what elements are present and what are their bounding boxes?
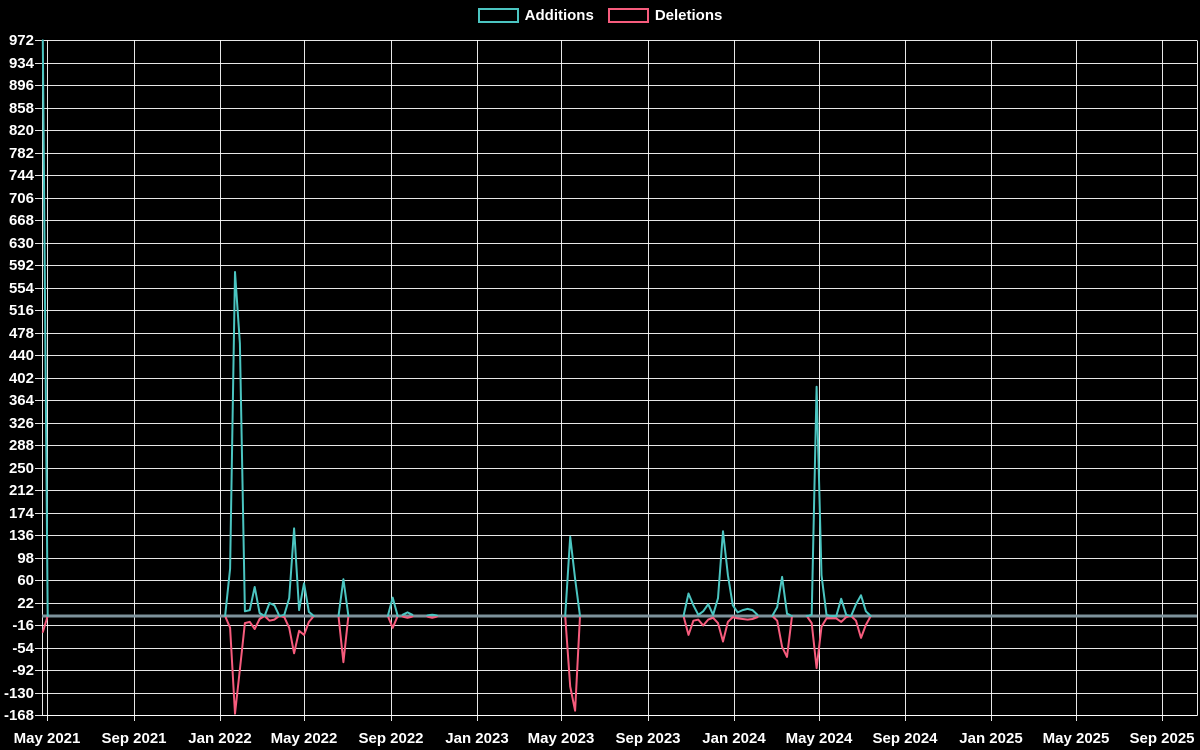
svg-text:212: 212 bbox=[9, 482, 34, 499]
svg-text:972: 972 bbox=[9, 32, 34, 49]
svg-text:22: 22 bbox=[17, 595, 34, 612]
svg-text:Sep 2025: Sep 2025 bbox=[1129, 730, 1194, 747]
svg-text:60: 60 bbox=[17, 572, 34, 589]
x-axis-labels: May 2021 Sep 2021 Jan 2022 May 2022 Sep 2022… bbox=[14, 730, 1195, 747]
svg-text:782: 782 bbox=[9, 145, 34, 162]
svg-text:-92: -92 bbox=[12, 662, 34, 679]
svg-text:Sep 2024: Sep 2024 bbox=[872, 730, 938, 747]
svg-text:288: 288 bbox=[9, 437, 34, 454]
axis-tick-marks bbox=[35, 40, 1163, 721]
svg-text:May 2023: May 2023 bbox=[528, 730, 595, 747]
svg-text:592: 592 bbox=[9, 257, 34, 274]
svg-text:May 2022: May 2022 bbox=[271, 730, 338, 747]
svg-text:May 2024: May 2024 bbox=[786, 730, 853, 747]
svg-text:98: 98 bbox=[17, 550, 34, 567]
svg-text:-54: -54 bbox=[12, 640, 34, 657]
svg-text:May 2025: May 2025 bbox=[1043, 730, 1110, 747]
svg-text:Sep 2022: Sep 2022 bbox=[358, 730, 423, 747]
svg-text:136: 136 bbox=[9, 527, 34, 544]
additions-swatch-icon bbox=[477, 8, 519, 23]
additions-line bbox=[41, 39, 872, 617]
svg-text:516: 516 bbox=[9, 302, 34, 319]
svg-text:Jan 2025: Jan 2025 bbox=[959, 730, 1022, 747]
svg-text:250: 250 bbox=[9, 460, 34, 477]
svg-text:Jan 2024: Jan 2024 bbox=[702, 730, 766, 747]
svg-text:326: 326 bbox=[9, 415, 34, 432]
svg-text:706: 706 bbox=[9, 190, 34, 207]
svg-text:630: 630 bbox=[9, 235, 34, 252]
axis-border bbox=[42, 40, 1198, 716]
svg-text:Jan 2022: Jan 2022 bbox=[188, 730, 251, 747]
svg-text:-130: -130 bbox=[4, 685, 34, 702]
svg-text:May 2021: May 2021 bbox=[14, 730, 81, 747]
chart-legend: Additions Deletions bbox=[0, 7, 1200, 24]
svg-text:440: 440 bbox=[9, 347, 34, 364]
svg-text:Sep 2023: Sep 2023 bbox=[615, 730, 680, 747]
svg-text:Sep 2021: Sep 2021 bbox=[101, 730, 166, 747]
legend-item-deletions[interactable]: Deletions bbox=[607, 7, 723, 24]
svg-text:478: 478 bbox=[9, 325, 34, 342]
y-axis-labels: -168 -130 -92 -54 -16 22 60 98 136 174 212 250 288 32… bbox=[4, 32, 35, 724]
x-gridlines bbox=[47, 40, 1163, 715]
svg-text:-16: -16 bbox=[12, 617, 34, 634]
svg-text:858: 858 bbox=[9, 100, 34, 117]
y-gridlines bbox=[42, 40, 1197, 716]
svg-text:668: 668 bbox=[9, 212, 34, 229]
svg-text:174: 174 bbox=[9, 505, 35, 522]
legend-label-deletions: Deletions bbox=[654, 7, 723, 24]
svg-text:364: 364 bbox=[9, 392, 35, 409]
svg-text:820: 820 bbox=[9, 122, 34, 139]
svg-text:Jan 2023: Jan 2023 bbox=[445, 730, 508, 747]
svg-text:-168: -168 bbox=[4, 707, 34, 724]
svg-text:402: 402 bbox=[9, 370, 34, 387]
svg-text:934: 934 bbox=[9, 55, 35, 72]
legend-item-additions[interactable]: Additions bbox=[477, 7, 594, 24]
deletions-swatch-icon bbox=[607, 8, 649, 23]
svg-text:896: 896 bbox=[9, 77, 34, 94]
svg-text:554: 554 bbox=[9, 280, 35, 297]
legend-label-additions: Additions bbox=[524, 7, 594, 24]
svg-text:744: 744 bbox=[9, 167, 35, 184]
deletions-line bbox=[41, 615, 872, 715]
